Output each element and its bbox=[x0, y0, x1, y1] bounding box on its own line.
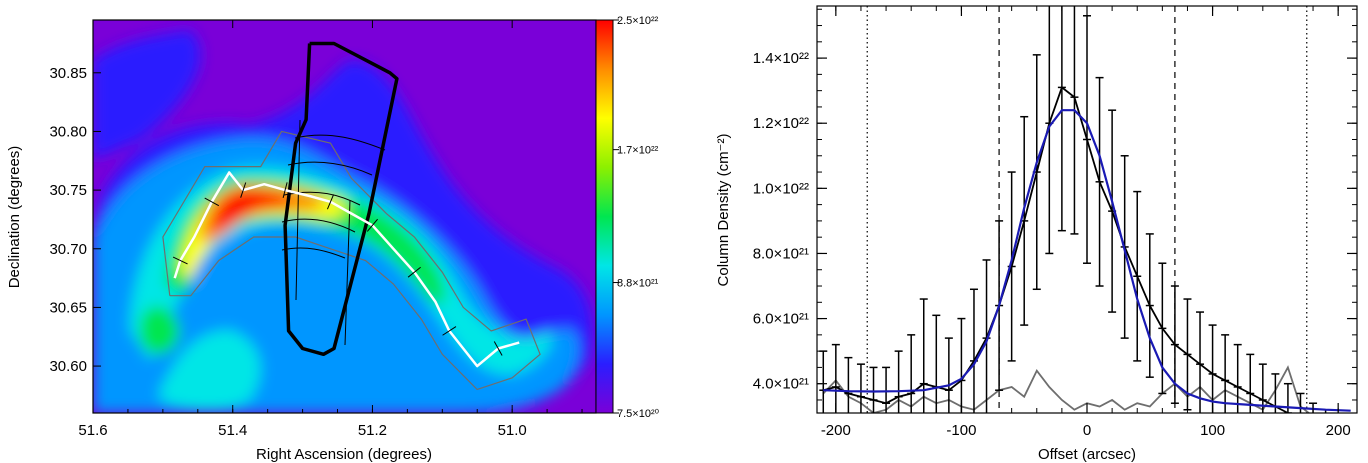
profile-strip-outline bbox=[283, 41, 399, 357]
density-map-image bbox=[93, 20, 596, 413]
profile-xlabel: Offset (arcsec) bbox=[1038, 446, 1136, 463]
ytick-label: 30.65 bbox=[49, 299, 87, 316]
profile-plot-area bbox=[819, 6, 1351, 413]
colorbar-tick-label: 2.5×10²² bbox=[617, 15, 659, 27]
spine-perpendicular-ticks bbox=[172, 182, 503, 356]
colorbar-ticks: 2.5×10²² 1.7×10²² 8.8×10²¹ 7.5×10²⁰ bbox=[613, 15, 660, 420]
colorbar: 2.5×10²² 1.7×10²² 8.8×10²¹ 7.5×10²⁰ bbox=[595, 15, 660, 420]
xtick-label: 100 bbox=[1200, 422, 1225, 439]
xtick-label: -100 bbox=[946, 422, 976, 439]
xtick-label: 51.2 bbox=[358, 422, 387, 439]
colorbar-tick-label: 1.7×10²² bbox=[617, 145, 659, 157]
xtick-label: -200 bbox=[821, 422, 851, 439]
profile-panel: -200 -100 0 100 200 4.0×10²¹ 6.0×10²¹ 8.0×10²¹ 1… bbox=[715, 5, 1358, 463]
ytick-label: 1.4×10²² bbox=[753, 50, 809, 67]
spine-tick bbox=[326, 194, 335, 210]
ytick-label: 8.0×10²¹ bbox=[753, 245, 809, 262]
spine-tick bbox=[172, 256, 188, 265]
mean-profile-line bbox=[823, 85, 1292, 413]
density-map-panel: 51.6 51.4 51.2 51.0 30.60 30.65 30.70 30.75 30.8… bbox=[6, 19, 597, 463]
ytick-label: 30.80 bbox=[49, 123, 87, 140]
spine-tick bbox=[493, 341, 503, 356]
spine-tick bbox=[407, 266, 421, 278]
profile-axes: -200 -100 0 100 200 4.0×10²¹ 6.0×10²¹ 8.0×10²¹ 1… bbox=[753, 6, 1357, 439]
ytick-label: 30.60 bbox=[49, 358, 87, 375]
gaussian-fit-line bbox=[823, 109, 1351, 412]
cross-cut-lines bbox=[281, 119, 386, 346]
ytick-label: 1.2×10²² bbox=[753, 115, 809, 132]
spine-tick bbox=[282, 182, 288, 198]
spine-tick bbox=[204, 197, 220, 207]
ytick-label: 30.75 bbox=[49, 182, 87, 199]
density-map-axes: 51.6 51.4 51.2 51.0 30.60 30.65 30.70 30.75 30.8… bbox=[49, 20, 583, 439]
ytick-label: 4.0×10²¹ bbox=[753, 376, 809, 393]
colorbar-tick-label: 7.5×10²⁰ bbox=[617, 408, 660, 420]
profile-ylabel: Column Density (cm⁻²) bbox=[715, 134, 732, 287]
xtick-label: 51.4 bbox=[218, 422, 247, 439]
ytick-label: 30.70 bbox=[49, 241, 87, 258]
colorbar-gradient bbox=[595, 19, 614, 414]
ytick-label: 1.0×10²² bbox=[753, 180, 809, 197]
density-map-xlabel: Right Ascension (degrees) bbox=[256, 446, 432, 463]
xtick-label: 0 bbox=[1083, 422, 1091, 439]
spine-tick bbox=[442, 326, 457, 336]
colorbar-tick-label: 8.8×10²¹ bbox=[617, 278, 659, 290]
spine-tick bbox=[366, 218, 378, 232]
ytick-label: 6.0×10²¹ bbox=[753, 311, 809, 328]
xtick-label: 51.0 bbox=[498, 422, 527, 439]
density-map-ylabel: Declination (degrees) bbox=[6, 146, 23, 289]
spine-tick bbox=[240, 182, 247, 198]
ytick-label: 30.85 bbox=[49, 65, 87, 82]
xtick-label: 51.6 bbox=[78, 422, 107, 439]
xtick-label: 200 bbox=[1326, 422, 1351, 439]
mask-contour bbox=[162, 130, 541, 391]
